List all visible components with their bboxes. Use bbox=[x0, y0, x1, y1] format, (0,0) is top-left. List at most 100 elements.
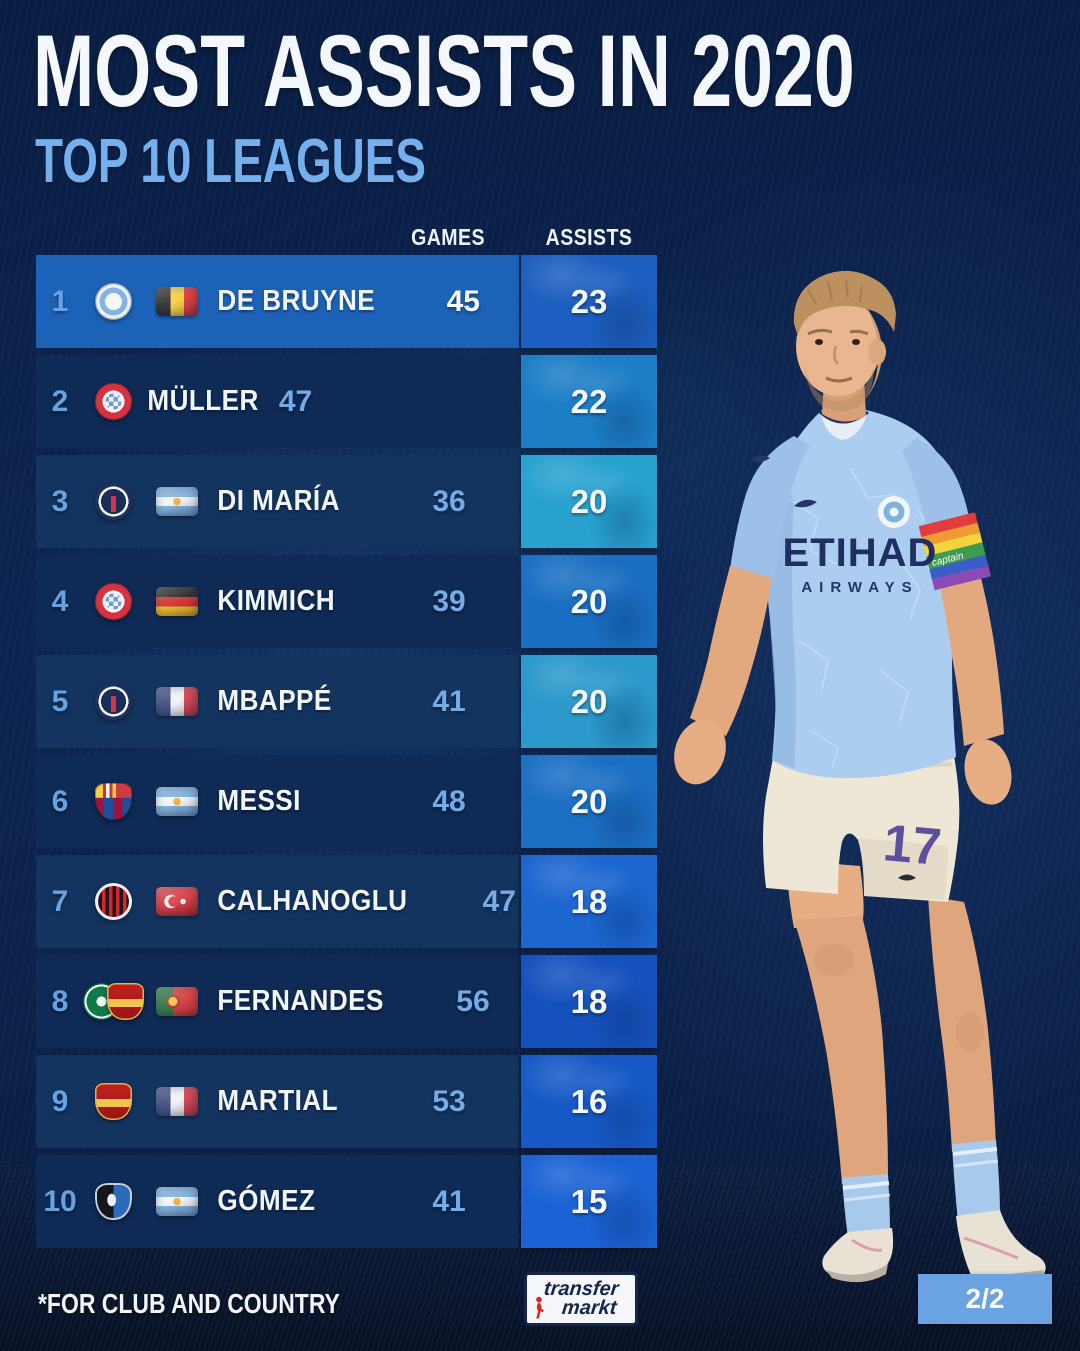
captain-armband: captain bbox=[918, 512, 991, 591]
footnote: *FOR CLUB AND COUNTRY bbox=[38, 1288, 340, 1319]
armband-text: captain bbox=[931, 550, 965, 569]
rank-number: 2 bbox=[51, 384, 69, 418]
player-name: MARTIAL bbox=[217, 1085, 338, 1117]
jersey-sponsor-line1: ETIHAD bbox=[783, 531, 938, 575]
puma-logo bbox=[794, 499, 817, 508]
player-shorts bbox=[763, 752, 960, 902]
player-name: DE BRUYNE bbox=[217, 285, 376, 317]
player-ear bbox=[868, 339, 886, 365]
player-jersey bbox=[765, 410, 958, 779]
player-name: GÓMEZ bbox=[217, 1185, 316, 1217]
country-flag-argentina bbox=[156, 1187, 198, 1216]
club-logo-manchester-united bbox=[94, 1083, 132, 1120]
games-value: 47 bbox=[278, 384, 313, 418]
player-right-hand bbox=[674, 719, 726, 785]
player-name: MBAPPÉ bbox=[217, 685, 332, 717]
rank-number: 3 bbox=[51, 484, 69, 518]
club-logo-manchester-city bbox=[94, 283, 132, 320]
player-front-boot bbox=[822, 1228, 894, 1278]
player-front-thigh bbox=[786, 860, 864, 928]
player-face bbox=[796, 296, 880, 396]
club-logo-manchester-united bbox=[106, 983, 144, 1020]
country-flag-argentina bbox=[156, 487, 198, 516]
country-flag-france bbox=[156, 687, 198, 716]
club-crest bbox=[878, 496, 910, 528]
club-logo-bayern-munich bbox=[94, 383, 132, 420]
assists-cell: 18 bbox=[521, 955, 657, 1048]
assists-cell: 15 bbox=[521, 1155, 657, 1248]
assists-value: 15 bbox=[570, 1182, 608, 1220]
assists-cell: 20 bbox=[521, 555, 657, 648]
club-logos bbox=[94, 583, 132, 620]
player-right-sleeve bbox=[730, 436, 810, 582]
page-subtitle: TOP 10 LEAGUES bbox=[35, 127, 426, 196]
assists-cell: 16 bbox=[521, 1055, 657, 1148]
club-logo-atalanta bbox=[94, 1183, 132, 1220]
player-back-sock bbox=[952, 1140, 1000, 1222]
table-row: 6 MESSI 48 20 bbox=[36, 755, 657, 848]
transfermarkt-kicker-icon bbox=[536, 1296, 544, 1319]
club-logos bbox=[94, 483, 132, 520]
player-name: FERNANDES bbox=[217, 985, 384, 1017]
table-row: 3 DI MARÍA 36 20 bbox=[36, 455, 657, 548]
assists-value: 18 bbox=[570, 982, 608, 1020]
country-flag-germany bbox=[156, 587, 198, 616]
assists-cell: 18 bbox=[521, 855, 657, 948]
player-neck bbox=[822, 378, 866, 422]
table-row: 5 MBAPPÉ 41 20 bbox=[36, 655, 657, 748]
table-row: 9 MARTIAL 53 16 bbox=[36, 1055, 657, 1148]
games-value: 47 bbox=[482, 884, 516, 918]
player-name: CALHANOGLU bbox=[217, 885, 408, 917]
player-name: MESSI bbox=[217, 785, 301, 817]
assists-value: 20 bbox=[570, 482, 608, 520]
assists-value: 20 bbox=[570, 582, 608, 620]
assists-value: 16 bbox=[570, 1082, 608, 1120]
table-row: 1 DE BRUYNE 45 23 bbox=[36, 255, 657, 348]
player-left-sleeve bbox=[902, 438, 976, 572]
club-logos bbox=[94, 1083, 132, 1120]
games-value: 48 bbox=[432, 784, 466, 818]
rank-number: 6 bbox=[51, 784, 69, 818]
country-flag-portugal bbox=[156, 987, 198, 1016]
club-logo-bayern-munich bbox=[94, 583, 132, 620]
player-hair bbox=[793, 270, 896, 336]
games-value: 56 bbox=[456, 984, 490, 1018]
assists-cell: 23 bbox=[521, 255, 657, 348]
games-value: 36 bbox=[432, 484, 466, 518]
club-logos bbox=[94, 783, 132, 820]
player-right-forearm bbox=[690, 566, 772, 736]
rank-number: 5 bbox=[51, 684, 69, 718]
club-logo-ac-milan bbox=[94, 883, 132, 920]
player-illustration: 17 NEXEN captain bbox=[674, 270, 1046, 1288]
leaderboard-rows: 1 DE BRUYNE 45 23 2 MÜLLER 47 22 3 DI MA… bbox=[36, 255, 657, 1248]
assists-value: 22 bbox=[570, 382, 608, 420]
club-logo-barcelona bbox=[94, 783, 132, 820]
rank-number: 8 bbox=[51, 984, 69, 1018]
column-header-assists: ASSISTS bbox=[545, 224, 633, 250]
table-row: 10 GÓMEZ 41 15 bbox=[36, 1155, 657, 1248]
club-logos bbox=[94, 383, 132, 420]
page-title: MOST ASSISTS IN 2020 bbox=[33, 14, 855, 128]
player-left-forearm bbox=[938, 566, 1004, 746]
player-name: KIMMICH bbox=[217, 585, 336, 617]
brand-line2: markt bbox=[560, 1297, 618, 1319]
assists-value: 20 bbox=[570, 782, 608, 820]
player-back-leg bbox=[928, 896, 996, 1152]
club-logos bbox=[94, 1183, 132, 1220]
table-row: 7 CALHANOGLU 47 18 bbox=[36, 855, 657, 948]
rank-number: 10 bbox=[43, 1184, 77, 1218]
rank-number: 4 bbox=[51, 584, 69, 618]
player-back-boot bbox=[956, 1210, 1046, 1282]
assists-cell: 20 bbox=[521, 455, 657, 548]
games-value: 53 bbox=[432, 1084, 466, 1118]
club-logos bbox=[94, 283, 132, 320]
rank-number: 1 bbox=[51, 284, 69, 318]
player-front-calf bbox=[794, 916, 888, 1184]
club-logo-psg bbox=[94, 683, 132, 720]
country-flag-argentina bbox=[156, 787, 198, 816]
player-name: DI MARÍA bbox=[217, 485, 340, 517]
rank-number: 9 bbox=[51, 1084, 69, 1118]
assists-cell: 20 bbox=[521, 655, 657, 748]
club-logos bbox=[82, 983, 144, 1020]
